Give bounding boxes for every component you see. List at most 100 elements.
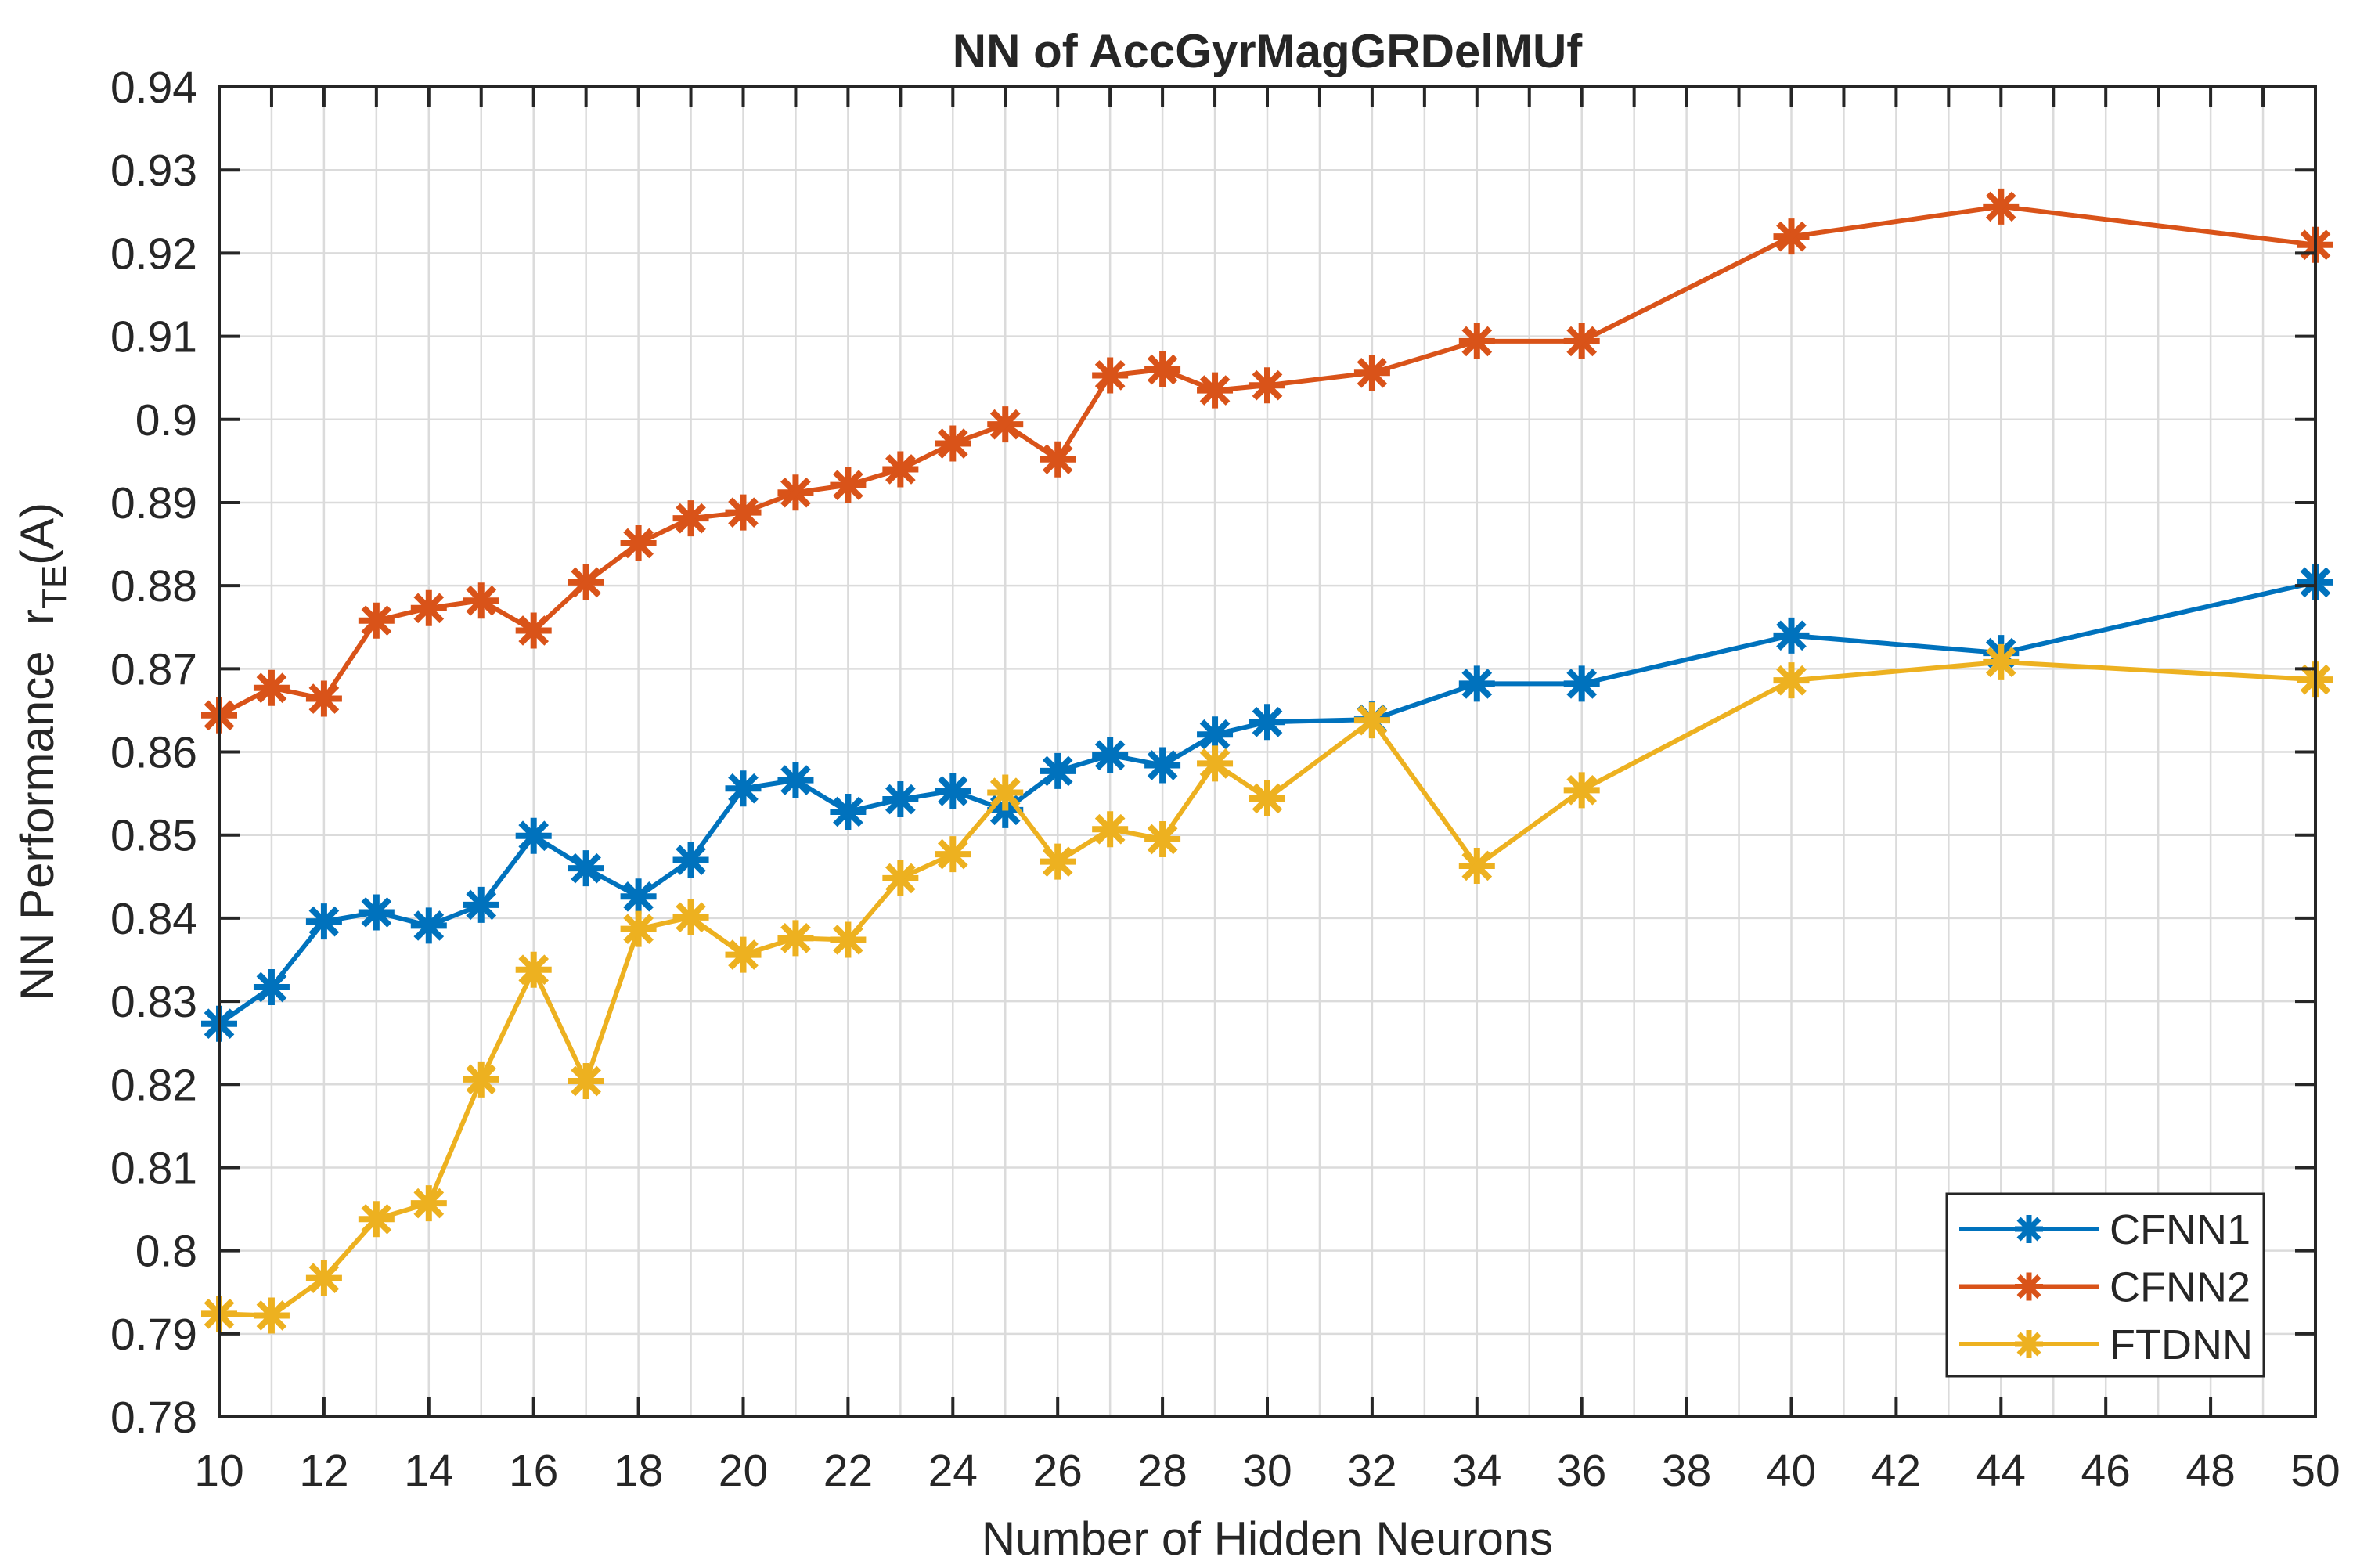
- marker-spoke: [1042, 846, 1073, 877]
- data-marker-FTDNN: [987, 774, 1024, 811]
- data-marker-FTDNN: [1458, 847, 1495, 884]
- data-marker-CFNN1: [882, 781, 919, 818]
- chart-title: NN of AccGyrMagGRDelMUf: [953, 25, 1584, 77]
- data-marker-FTDNN: [463, 1061, 499, 1098]
- marker-spoke: [361, 1203, 392, 1235]
- marker-spoke: [256, 1300, 287, 1331]
- x-tick-label: 42: [1872, 1446, 1921, 1496]
- marker-spoke: [308, 906, 340, 937]
- x-tick-label: 14: [404, 1446, 453, 1496]
- marker-spoke: [1357, 357, 1388, 388]
- y-tick-label: 0.9: [135, 395, 197, 445]
- y-tick-label: 0.93: [110, 146, 197, 196]
- data-marker-CFNN2: [725, 494, 762, 531]
- data-marker-FTDNN: [1563, 772, 1600, 809]
- legend-marker-CFNN1: [2015, 1215, 2043, 1243]
- marker-spoke: [256, 971, 287, 1003]
- marker-spoke: [989, 409, 1021, 440]
- x-tick-label: 30: [1242, 1446, 1292, 1496]
- data-marker-FTDNN: [1773, 662, 1810, 699]
- data-marker-CFNN1: [1040, 752, 1076, 789]
- data-marker-CFNN1: [1458, 665, 1495, 702]
- data-marker-CFNN1: [253, 969, 290, 1006]
- marker-spoke: [571, 852, 601, 884]
- x-tick-label: 18: [614, 1446, 663, 1496]
- data-marker-CFNN2: [1773, 218, 1810, 255]
- data-marker-CFNN2: [882, 451, 919, 488]
- marker-spoke: [361, 605, 392, 636]
- data-marker-CFNN1: [830, 793, 867, 830]
- tick-labels: 10 12 14 16 18 20 22 24 26 28 30 32 34 36 38 40 42 44 46 48…: [110, 63, 2340, 1496]
- x-tick-label: 28: [1137, 1446, 1187, 1496]
- x-tick-label: 24: [928, 1446, 978, 1496]
- marker-spoke: [623, 914, 654, 945]
- data-marker-CFNN2: [515, 612, 552, 649]
- marker-spoke: [1199, 375, 1231, 406]
- data-marker-CFNN2: [1249, 367, 1285, 404]
- data-marker-CFNN2: [777, 474, 814, 511]
- legend-label: CFNN2: [2110, 1264, 2250, 1311]
- y-tick-label: 0.94: [110, 63, 197, 113]
- marker-spoke: [571, 567, 601, 598]
- data-marker-FTDNN: [305, 1260, 342, 1296]
- marker-spoke: [1094, 813, 1126, 845]
- data-marker-CFNN2: [1458, 323, 1495, 359]
- marker-spoke: [2016, 1332, 2041, 1357]
- marker-spoke: [1094, 360, 1126, 391]
- data-marker-CFNN2: [1983, 188, 2020, 225]
- marker-spoke: [833, 925, 863, 955]
- marker-spoke: [885, 863, 916, 894]
- marker-spoke: [1042, 755, 1073, 787]
- data-marker-FTDNN: [358, 1201, 395, 1238]
- marker-spoke: [1252, 706, 1283, 737]
- data-marker-CFNN2: [1353, 355, 1390, 391]
- y-tick-label: 0.88: [110, 561, 197, 611]
- marker-spoke: [1147, 824, 1178, 855]
- data-marker-CFNN2: [1092, 357, 1129, 394]
- marker-spoke: [937, 776, 968, 806]
- legend-entry-FTDNN: FTDNN: [1959, 1321, 2253, 1368]
- data-marker-FTDNN: [1144, 820, 1181, 857]
- data-marker-CFNN1: [305, 903, 342, 940]
- data-marker-FTDNN: [410, 1185, 447, 1222]
- marker-spoke: [256, 672, 287, 704]
- x-tick-label: 22: [823, 1446, 873, 1496]
- x-tick-label: 16: [509, 1446, 558, 1496]
- legend: CFNN1 CFNN2 FTDNN: [1945, 1192, 2265, 1378]
- marker-spoke: [466, 585, 497, 616]
- data-marker-FTDNN: [882, 860, 919, 896]
- data-marker-FTDNN: [1353, 702, 1390, 739]
- x-tick-label: 34: [1452, 1446, 1501, 1496]
- y-tick-label: 0.83: [110, 977, 197, 1027]
- y-tick-label: 0.85: [110, 811, 197, 861]
- series-layer: [201, 188, 2333, 1334]
- x-tick-label: 48: [2185, 1446, 2235, 1496]
- x-tick-label: 36: [1557, 1446, 1606, 1496]
- y-tick-label: 0.81: [110, 1143, 197, 1193]
- marker-spoke: [413, 910, 445, 941]
- marker-spoke: [676, 845, 706, 875]
- marker-spoke: [413, 593, 445, 624]
- marker-spoke: [413, 1188, 445, 1219]
- data-marker-CFNN1: [620, 878, 657, 915]
- data-marker-FTDNN: [1249, 780, 1285, 816]
- marker-spoke: [1147, 750, 1178, 780]
- data-marker-CFNN1: [410, 907, 447, 944]
- data-marker-CFNN2: [935, 425, 971, 462]
- marker-spoke: [1094, 740, 1126, 771]
- data-marker-FTDNN: [672, 899, 709, 935]
- y-tick-label: 0.8: [135, 1227, 197, 1277]
- data-marker-CFNN1: [1144, 747, 1181, 784]
- data-marker-CFNN1: [358, 894, 395, 931]
- data-marker-CFNN1: [935, 773, 971, 809]
- y-tick-label: 0.82: [110, 1060, 197, 1110]
- data-marker-CFNN2: [830, 467, 867, 503]
- marker-spoke: [1461, 850, 1493, 881]
- data-marker-FTDNN: [568, 1063, 604, 1100]
- marker-spoke: [1042, 444, 1073, 475]
- marker-spoke: [308, 1263, 340, 1293]
- marker-spoke: [1147, 354, 1178, 385]
- data-marker-FTDNN: [1197, 745, 1234, 782]
- data-marker-CFNN2: [410, 589, 447, 626]
